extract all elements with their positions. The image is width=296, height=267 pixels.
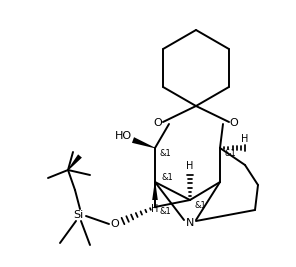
Text: N: N [186,218,194,228]
Text: &1: &1 [159,148,171,158]
Text: &1: &1 [159,207,171,217]
Text: H: H [186,161,194,171]
Text: H: H [241,134,249,144]
Text: &1: &1 [161,174,173,183]
Text: Si: Si [73,210,83,220]
Text: H: H [151,204,159,214]
Text: O: O [154,118,163,128]
Text: O: O [111,219,119,229]
Polygon shape [132,137,155,148]
Text: &1: &1 [224,148,236,158]
Text: &1: &1 [194,201,206,210]
Polygon shape [67,154,82,170]
Polygon shape [152,182,158,200]
Text: HO: HO [115,131,131,141]
Text: O: O [230,118,238,128]
